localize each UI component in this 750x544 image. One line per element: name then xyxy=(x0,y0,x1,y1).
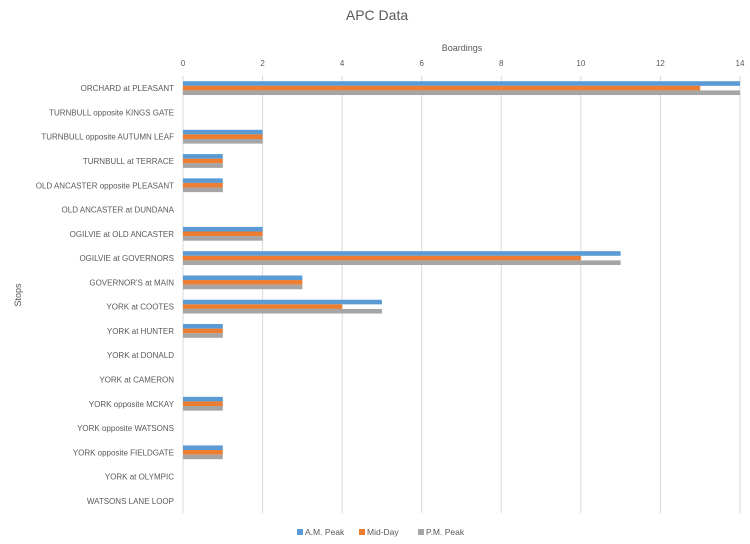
category-label: YORK at HUNTER xyxy=(107,327,174,336)
x-tick-label: 6 xyxy=(419,59,424,68)
bar xyxy=(183,333,223,338)
category-label: OLD ANCASTER opposite PLEASANT xyxy=(36,181,174,190)
legend-label: P.M. Peak xyxy=(426,527,465,537)
x-tick-label: 2 xyxy=(260,59,265,68)
y-axis-title: Stops xyxy=(13,283,23,307)
x-tick-labels: 0 2 4 6 8 10 12 14 xyxy=(181,59,745,68)
category-labels: ORCHARD at PLEASANT TURNBULL opposite KIN… xyxy=(36,84,175,506)
bar xyxy=(183,251,621,256)
bar xyxy=(183,406,223,411)
x-tick-label: 14 xyxy=(736,59,745,68)
category-label: OGILVIE at OLD ANCASTER xyxy=(70,230,175,239)
category-label: TURNBULL opposite AUTUMN LEAF xyxy=(41,133,174,142)
bar xyxy=(183,255,581,261)
bar xyxy=(183,396,223,402)
category-label: YORK at COOTES xyxy=(106,303,174,312)
x-tick-label: 0 xyxy=(181,59,186,68)
bar xyxy=(183,85,701,91)
bar xyxy=(183,163,223,168)
bar xyxy=(183,308,382,314)
bar xyxy=(183,226,263,232)
bar xyxy=(183,90,740,96)
bars xyxy=(183,81,740,460)
bar xyxy=(183,134,263,139)
bar xyxy=(183,158,223,164)
gridlines xyxy=(182,76,741,513)
category-label: OGILVIE at GOVERNORS xyxy=(79,254,174,263)
bar xyxy=(183,299,382,305)
bar xyxy=(183,324,223,329)
category-label: YORK opposite FIELDGATE xyxy=(73,448,174,457)
bar xyxy=(183,129,263,135)
category-label: TURNBULL at TERRACE xyxy=(83,157,174,166)
bar xyxy=(183,450,223,455)
bar xyxy=(183,401,223,407)
category-label: YORK at OLYMPIC xyxy=(105,473,174,482)
bar xyxy=(183,138,263,144)
bar xyxy=(183,236,263,241)
x-tick-label: 12 xyxy=(656,59,665,68)
bar xyxy=(183,454,223,460)
x-tick-label: 10 xyxy=(576,59,585,68)
bar xyxy=(183,187,223,193)
bar xyxy=(183,275,303,281)
category-label: YORK opposite MCKAY xyxy=(89,400,175,409)
bar xyxy=(183,231,263,237)
legend: A.M. Peak Mid-Day P.M. Peak xyxy=(297,527,465,537)
bar xyxy=(183,284,303,290)
bar xyxy=(183,328,223,334)
category-label: YORK opposite WATSONS xyxy=(77,424,174,433)
category-label: TURNBULL opposite KINGS GATE xyxy=(49,108,174,117)
category-label: OLD ANCASTER at DUNDANA xyxy=(62,206,175,215)
chart-title: APC Data xyxy=(346,7,408,23)
bar xyxy=(183,154,223,159)
category-label: ORCHARD at PLEASANT xyxy=(81,84,174,93)
x-tick-label: 4 xyxy=(340,59,345,68)
category-label: WATSONS LANE LOOP xyxy=(87,497,174,506)
x-tick-label: 8 xyxy=(499,59,504,68)
legend-swatch xyxy=(418,529,424,535)
bar xyxy=(183,304,343,309)
legend-label: Mid-Day xyxy=(367,527,399,537)
bar xyxy=(183,182,223,188)
bar xyxy=(183,445,223,451)
legend-swatch xyxy=(359,529,365,535)
bar xyxy=(183,280,303,285)
category-label: GOVERNOR'S at MAIN xyxy=(89,278,174,287)
category-label: YORK at DONALD xyxy=(107,351,174,360)
legend-label: A.M. Peak xyxy=(305,527,345,537)
legend-swatch xyxy=(297,529,303,535)
bar xyxy=(183,178,223,183)
bar xyxy=(183,81,740,86)
x-axis-title: Boardings xyxy=(442,43,483,53)
category-label: YORK at CAMERON xyxy=(99,375,174,384)
bar xyxy=(183,260,621,265)
